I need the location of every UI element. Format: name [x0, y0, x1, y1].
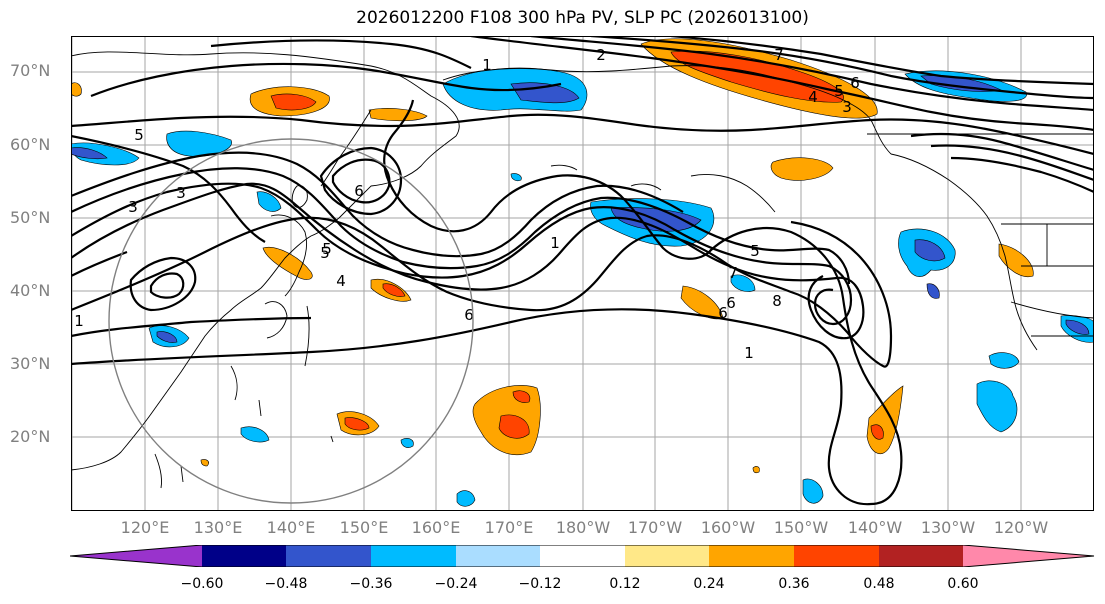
lon-label-130w: 130°W	[920, 518, 976, 537]
contour-label: 2	[596, 46, 606, 64]
lat-label-40n: 40°N	[10, 281, 51, 300]
colorbar-tick: 0.48	[863, 576, 895, 592]
colorbar-tick: −0.48	[264, 576, 308, 592]
colorbar-tick: −0.24	[434, 576, 478, 592]
lat-label-70n: 70°N	[10, 61, 51, 80]
lon-label-150e: 150°E	[339, 518, 389, 537]
map-canvas: 1 2 7 5 6 4 3 5 3 3 6 5 4 1 6 5 1 7 6 8 …	[71, 36, 1094, 511]
lat-label-60n: 60°N	[10, 135, 51, 154]
colorbar-segment	[709, 545, 794, 567]
slp-pc-contours	[71, 36, 1094, 506]
contour-label: 1	[550, 234, 560, 252]
contour-label: 5	[134, 126, 144, 144]
contour-labels: 1 2 7 5 6 4 3 5 3 3 6 5 4 1 6 5 1 7 6 8 …	[74, 46, 860, 362]
lon-label-120e: 120°E	[120, 518, 170, 537]
colorbar	[69, 544, 1096, 571]
map-title: 2026012200 F108 300 hPa PV, SLP PC (2026…	[356, 8, 809, 28]
lat-label-30n: 30°N	[10, 354, 51, 373]
lon-label-120w: 120°W	[993, 518, 1049, 537]
colorbar-tick: 0.24	[693, 576, 725, 592]
colorbar-tick: −0.60	[180, 576, 224, 592]
contour-label: 1	[74, 312, 84, 330]
lon-label-160w: 160°W	[700, 518, 756, 537]
lat-label-20n: 20°N	[10, 427, 51, 446]
contour-label: 3	[128, 198, 138, 216]
colorbar-segment	[794, 545, 879, 567]
contour-label: 6	[850, 74, 860, 92]
contour-label: 7	[774, 46, 784, 64]
lon-label-170w: 170°W	[627, 518, 683, 537]
lon-label-170e: 170°E	[484, 518, 534, 537]
range-circle	[108, 138, 474, 504]
contour-label: 6	[464, 306, 474, 324]
colorbar-segment	[879, 545, 963, 567]
contour-label: 6	[718, 304, 728, 322]
colorbar-tick: 0.12	[609, 576, 641, 592]
colorbar-tick: 0.36	[778, 576, 810, 592]
contour-label: 5	[320, 244, 330, 262]
contour-label: 1	[744, 344, 754, 362]
colorbar-segment-over	[963, 545, 1094, 567]
contour-label: 6	[726, 294, 736, 312]
colorbar-segment	[540, 545, 625, 567]
lat-label-50n: 50°N	[10, 208, 51, 227]
colorbar-segment	[202, 545, 286, 567]
contour-label: 3	[176, 184, 186, 202]
colorbar-segment	[286, 545, 371, 567]
contour-label: 4	[808, 88, 818, 106]
colorbar-tick: −0.36	[349, 576, 393, 592]
contour-label: 6	[354, 182, 364, 200]
lon-label-140e: 140°E	[266, 518, 316, 537]
pv-positive-anomalies	[71, 38, 1034, 474]
contour-label: 5	[322, 240, 332, 258]
lon-label-150w: 150°W	[773, 518, 829, 537]
contour-label: 3	[842, 98, 852, 116]
contour-label: 5	[750, 242, 760, 260]
lon-label-180w: 180°W	[555, 518, 611, 537]
colorbar-segment-under	[70, 545, 202, 567]
lon-label-140w: 140°W	[847, 518, 903, 537]
colorbar-segment	[371, 545, 456, 567]
contour-label: 7	[728, 264, 738, 282]
lon-label-160e: 160°E	[411, 518, 461, 537]
map-panel: 1 2 7 5 6 4 3 5 3 3 6 5 4 1 6 5 1 7 6 8 …	[71, 36, 1094, 511]
colorbar-tick: 0.60	[947, 576, 979, 592]
colorbar-tick: −0.12	[518, 576, 562, 592]
lon-label-130e: 130°E	[193, 518, 243, 537]
contour-label: 4	[336, 272, 346, 290]
colorbar-segment	[456, 545, 540, 567]
contour-label: 1	[482, 56, 492, 74]
contour-label: 5	[834, 82, 844, 100]
contour-label: 8	[772, 292, 782, 310]
colorbar-segment	[625, 545, 709, 567]
